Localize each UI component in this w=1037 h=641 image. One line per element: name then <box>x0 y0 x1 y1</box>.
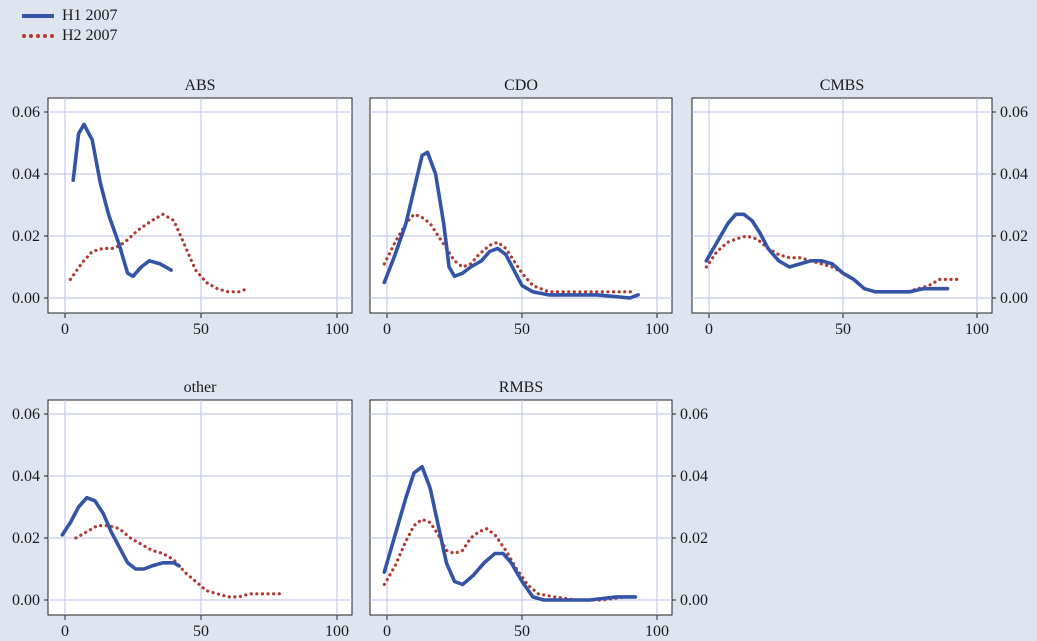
legend-label-h2: H2 2007 <box>62 27 118 44</box>
x-tick-label-cmbs: 50 <box>835 321 851 338</box>
y-tick-label-other: 0.00 <box>12 592 40 609</box>
y-tick-label-abs: 0.02 <box>12 228 40 245</box>
legend-item-h1: H1 2007 <box>22 6 118 26</box>
series-line-h1-2007-other <box>60 495 181 571</box>
legend-item-h2: H2 2007 <box>22 26 118 46</box>
y-tick-label-other: 0.02 <box>12 530 40 547</box>
series-line-h1-2007-abs <box>71 122 173 279</box>
x-tick-label-other: 50 <box>193 623 209 640</box>
panel-other <box>47 399 353 616</box>
y-tick-label-cmbs: 0.04 <box>1000 166 1028 183</box>
x-tick-label-cmbs: 0 <box>705 321 713 338</box>
y-tick-label-rmbs: 0.02 <box>680 530 708 547</box>
y-tick-label-cmbs: 0.02 <box>1000 228 1028 245</box>
x-tick-label-rmbs: 0 <box>383 623 391 640</box>
series-line-h2-2007-abs <box>68 212 249 294</box>
x-tick-label-cdo: 0 <box>383 321 391 338</box>
x-tick-label-abs: 50 <box>193 321 209 338</box>
y-tick-label-abs: 0.04 <box>12 166 40 183</box>
x-tick-label-cdo: 100 <box>645 321 669 338</box>
panel-abs <box>47 97 353 314</box>
panel-title-abs: ABS <box>184 77 215 94</box>
x-tick-label-abs: 100 <box>325 321 349 338</box>
legend-label-h1: H1 2007 <box>62 7 118 24</box>
x-tick-label-other: 100 <box>325 623 349 640</box>
series-line-h2-2007-rmbs <box>382 517 637 602</box>
y-tick-label-rmbs: 0.06 <box>680 406 708 423</box>
y-tick-label-rmbs: 0.04 <box>680 468 708 485</box>
panel-title-rmbs: RMBS <box>499 379 543 396</box>
y-tick-label-cmbs: 0.00 <box>1000 290 1028 307</box>
legend: H1 2007 H2 2007 <box>22 6 118 46</box>
legend-swatch-h1 <box>22 14 54 18</box>
x-tick-label-cmbs: 100 <box>965 321 989 338</box>
y-tick-label-abs: 0.00 <box>12 290 40 307</box>
x-tick-label-rmbs: 50 <box>514 623 530 640</box>
series-line-h1-2007-cdo <box>382 150 640 300</box>
panel-title-cmbs: CMBS <box>820 77 864 94</box>
legend-swatch-h2 <box>22 34 54 38</box>
x-tick-label-rmbs: 100 <box>645 623 669 640</box>
y-tick-label-rmbs: 0.00 <box>680 592 708 609</box>
panel-cdo <box>369 97 673 314</box>
panel-cmbs <box>691 97 993 314</box>
x-tick-label-cdo: 50 <box>514 321 530 338</box>
panel-title-other: other <box>184 379 218 396</box>
y-tick-label-other: 0.04 <box>12 468 40 485</box>
y-tick-label-other: 0.06 <box>12 406 40 423</box>
series-line-h1-2007-cmbs <box>704 212 950 294</box>
x-tick-label-other: 0 <box>61 623 69 640</box>
series-line-h2-2007-cdo <box>382 212 635 294</box>
panel-title-cdo: CDO <box>504 77 538 94</box>
y-tick-label-abs: 0.06 <box>12 104 40 121</box>
series-line-h1-2007-rmbs <box>382 464 638 602</box>
y-tick-label-cmbs: 0.06 <box>1000 104 1028 121</box>
x-tick-label-abs: 0 <box>61 321 69 338</box>
